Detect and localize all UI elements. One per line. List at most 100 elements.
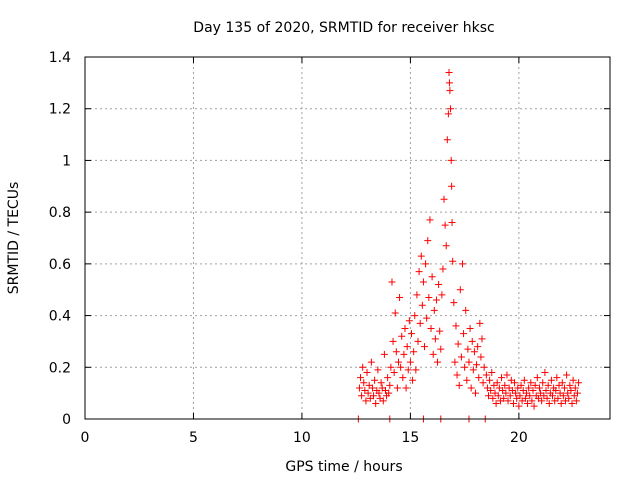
y-tick-label: 0.2 — [49, 360, 71, 376]
data-point — [468, 337, 476, 345]
y-tick-label: 1.2 — [49, 102, 71, 118]
grid-lines — [85, 57, 610, 419]
data-point — [443, 136, 451, 144]
data-point — [530, 402, 538, 410]
data-point — [575, 379, 583, 387]
data-point — [423, 314, 431, 322]
data-point — [448, 182, 456, 190]
data-point — [431, 335, 439, 343]
data-point — [430, 306, 438, 314]
plot-frame — [84, 56, 611, 420]
data-point — [533, 374, 541, 382]
data-point — [427, 325, 435, 332]
data-point — [559, 392, 567, 400]
data-point — [380, 350, 388, 358]
data-point — [543, 394, 551, 402]
data-point — [471, 389, 479, 397]
data-point — [388, 278, 396, 286]
x-tick-label: 10 — [293, 430, 311, 446]
data-point — [464, 345, 472, 353]
data-point — [460, 330, 468, 338]
data-point — [386, 381, 394, 389]
data-point — [404, 366, 412, 374]
data-point — [486, 376, 494, 384]
data-point — [526, 392, 534, 400]
data-point — [436, 327, 444, 335]
data-point — [466, 325, 474, 332]
data-point — [385, 389, 393, 397]
data-point — [456, 286, 464, 294]
data-point — [412, 366, 420, 374]
data-point — [392, 348, 400, 356]
data-point — [371, 376, 379, 384]
data-point — [422, 260, 430, 268]
data-point — [549, 392, 557, 400]
data-point — [424, 237, 432, 245]
axis-ticks: 0 5 10 15 20 0 0.2 0.4 0.6 0.8 1 1.2 1.4 — [49, 50, 610, 446]
data-point — [515, 402, 523, 410]
data-point — [428, 273, 436, 281]
data-point — [463, 376, 471, 384]
data-point — [384, 374, 392, 382]
data-point — [442, 242, 450, 250]
data-point — [453, 371, 461, 379]
data-point — [437, 345, 445, 353]
data-point — [400, 350, 408, 358]
y-tick-label: 0.4 — [49, 309, 71, 325]
data-point — [539, 379, 547, 387]
data-point — [558, 379, 566, 387]
data-point — [454, 340, 462, 348]
y-tick-label: 1.4 — [49, 50, 71, 66]
data-point — [439, 265, 447, 273]
data-point — [362, 397, 370, 405]
data-point — [521, 394, 529, 402]
data-point — [447, 156, 455, 164]
data-point — [416, 319, 424, 327]
data-point — [467, 384, 475, 392]
data-point — [545, 399, 553, 407]
data-point — [535, 384, 543, 392]
data-point — [567, 387, 575, 395]
data-point — [469, 366, 477, 374]
data-point — [544, 381, 552, 389]
data-point — [572, 397, 580, 405]
data-point — [493, 379, 501, 387]
data-point — [455, 381, 463, 389]
data-point — [457, 353, 465, 361]
data-point — [565, 394, 573, 402]
data-point — [547, 376, 555, 384]
data-points — [354, 69, 583, 423]
data-point — [516, 392, 524, 400]
data-point — [363, 368, 371, 376]
data-point — [473, 361, 481, 369]
data-point — [368, 384, 376, 392]
data-point — [445, 69, 453, 77]
data-point — [390, 368, 398, 376]
data-point — [357, 374, 365, 382]
data-point — [560, 384, 568, 392]
y-tick-label: 0 — [62, 412, 71, 428]
data-point — [568, 399, 576, 407]
data-point — [414, 337, 422, 345]
data-point — [470, 348, 478, 356]
data-point — [402, 384, 410, 392]
data-point — [502, 389, 510, 397]
data-point — [461, 363, 469, 371]
data-point — [449, 257, 457, 265]
x-axis-label: GPS time / hours — [285, 459, 402, 475]
data-point — [432, 296, 440, 304]
data-point — [406, 358, 414, 366]
data-point — [492, 399, 500, 407]
data-point — [482, 371, 490, 379]
data-point — [419, 278, 427, 286]
data-point — [438, 291, 446, 299]
data-point — [358, 392, 366, 400]
data-point — [417, 252, 425, 260]
data-point — [542, 387, 550, 395]
data-point — [541, 368, 549, 376]
data-point — [475, 374, 483, 382]
data-point — [440, 195, 448, 203]
data-point — [520, 376, 528, 384]
data-point — [360, 379, 368, 387]
data-point — [498, 374, 506, 382]
